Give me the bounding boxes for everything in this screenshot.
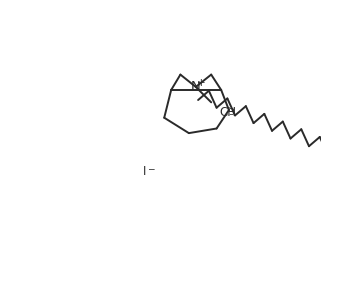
Text: −: − xyxy=(147,164,154,173)
Text: CH: CH xyxy=(220,106,237,119)
Text: 3: 3 xyxy=(228,109,234,118)
Text: +: + xyxy=(197,78,205,88)
Text: N: N xyxy=(191,80,201,93)
Text: I: I xyxy=(142,165,146,178)
